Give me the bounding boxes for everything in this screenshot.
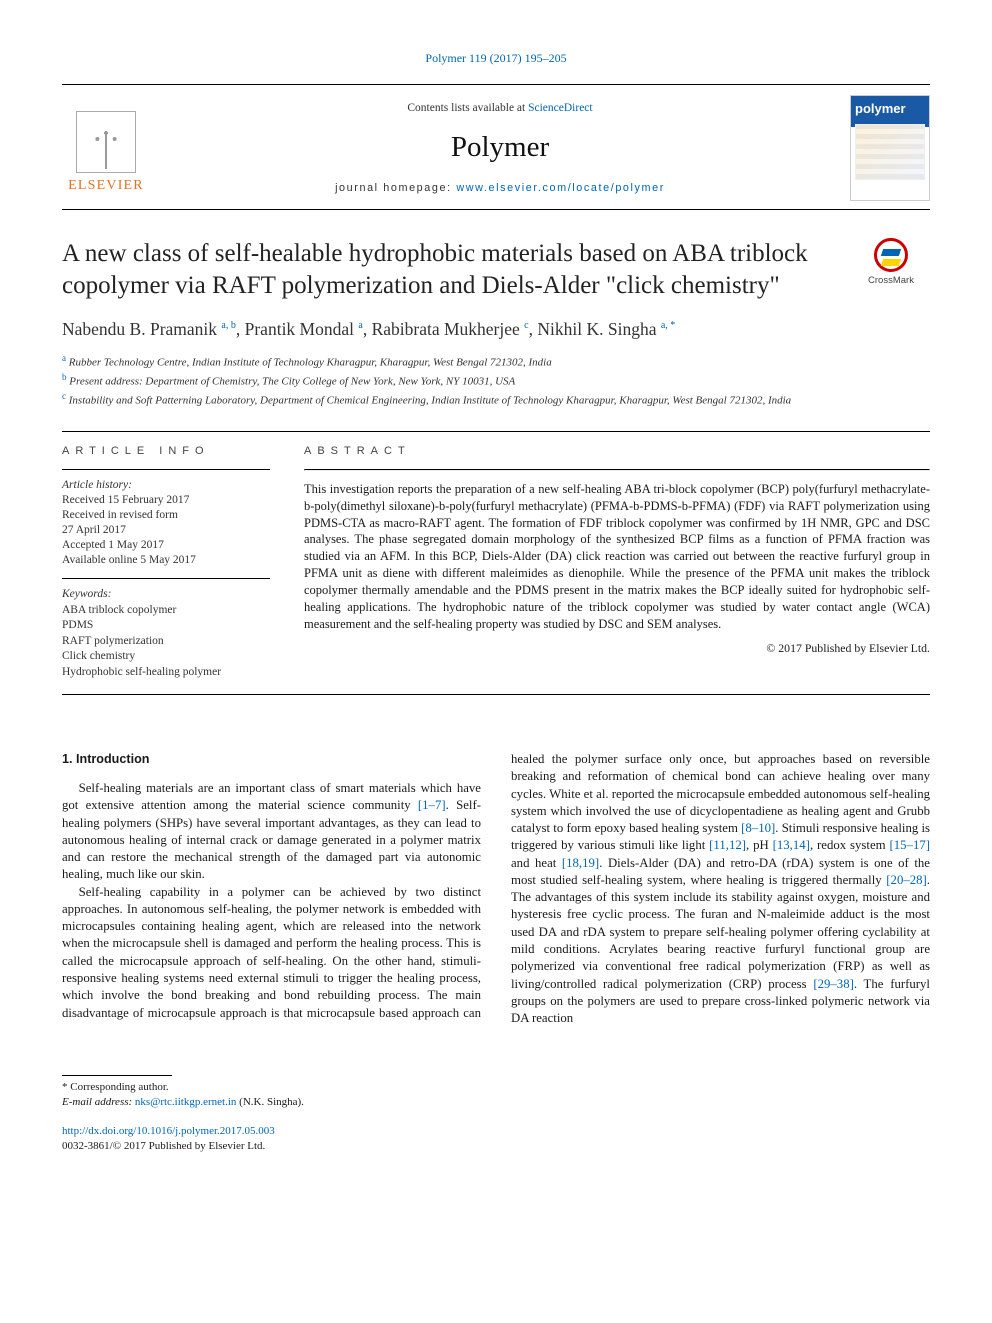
cover-art <box>855 124 925 180</box>
abstract-heading: abstract <box>304 444 930 459</box>
citation-link[interactable]: Polymer 119 (2017) 195–205 <box>425 51 566 65</box>
abstract-copyright: © 2017 Published by Elsevier Ltd. <box>304 641 930 657</box>
history-line: 27 April 2017 <box>62 523 270 538</box>
masthead-center: Contents lists available at ScienceDirec… <box>168 101 832 196</box>
history-line: Received 15 February 2017 <box>62 493 270 508</box>
elsevier-tree-icon <box>76 111 136 173</box>
divider <box>62 694 930 695</box>
author-list: Nabendu B. Pramanik a, b, Prantik Mondal… <box>62 318 930 342</box>
keywords-list: ABA triblock copolymer PDMS RAFT polymer… <box>62 603 270 681</box>
footnote-rule <box>62 1075 172 1076</box>
affiliation: c Instability and Soft Patterning Labora… <box>62 390 930 409</box>
cover-title: polymer <box>855 100 925 118</box>
footnotes: * Corresponding author. E-mail address: … <box>62 1075 930 1110</box>
keyword: PDMS <box>62 618 270 634</box>
citation-link[interactable]: [20–28] <box>886 873 927 887</box>
affiliations: a Rubber Technology Centre, Indian Insti… <box>62 352 930 409</box>
keyword: ABA triblock copolymer <box>62 603 270 619</box>
crossmark-icon <box>874 238 908 272</box>
journal-homepage-line: journal homepage: www.elsevier.com/locat… <box>168 181 832 196</box>
contents-available-line: Contents lists available at ScienceDirec… <box>168 101 832 117</box>
section-heading-introduction: 1. Introduction <box>62 751 481 768</box>
journal-masthead: ELSEVIER Contents lists available at Sci… <box>62 84 930 210</box>
keyword: Hydrophobic self-healing polymer <box>62 665 270 681</box>
abstract-column: abstract This investigation reports the … <box>304 444 930 680</box>
keyword: Click chemistry <box>62 649 270 665</box>
divider <box>304 469 930 471</box>
homepage-prefix: journal homepage: <box>335 182 456 194</box>
divider <box>62 431 930 432</box>
email-person: (N.K. Singha). <box>239 1096 304 1108</box>
citation-link[interactable]: [11,12] <box>709 838 746 852</box>
affiliation: b Present address: Department of Chemist… <box>62 371 930 390</box>
affiliation: a Rubber Technology Centre, Indian Insti… <box>62 352 930 371</box>
history-line: Accepted 1 May 2017 <box>62 538 270 553</box>
keywords-label: Keywords: <box>62 587 270 603</box>
citation-link[interactable]: [18,19] <box>562 856 599 870</box>
article-info-column: article info Article history: Received 1… <box>62 444 270 680</box>
citation-link[interactable]: [29–38] <box>813 977 854 991</box>
citation-link[interactable]: [13,14] <box>773 838 810 852</box>
divider <box>62 469 270 470</box>
crossmark-badge[interactable]: CrossMark <box>852 238 930 288</box>
crossmark-label: CrossMark <box>868 275 914 288</box>
article-info-heading: article info <box>62 444 270 459</box>
corresponding-author-note: * Corresponding author. <box>62 1080 930 1095</box>
corresponding-email-line: E-mail address: nks@rtc.iitkgp.ernet.in … <box>62 1095 930 1110</box>
article-title: A new class of self-healable hydrophobic… <box>62 238 836 302</box>
email-label: E-mail address: <box>62 1096 132 1108</box>
body-paragraph: Self-healing materials are an important … <box>62 780 481 884</box>
citation-link[interactable]: [8–10] <box>741 821 775 835</box>
contents-prefix: Contents lists available at <box>407 102 528 114</box>
sciencedirect-link[interactable]: ScienceDirect <box>528 102 593 114</box>
abstract-text: This investigation reports the preparati… <box>304 481 930 633</box>
journal-cover-thumb: polymer <box>850 95 930 201</box>
history-line: Available online 5 May 2017 <box>62 553 270 568</box>
author: Nikhil K. Singha a, * <box>537 319 675 339</box>
doi-link[interactable]: http://dx.doi.org/10.1016/j.polymer.2017… <box>62 1125 275 1137</box>
author: Prantik Mondal a <box>245 319 363 339</box>
author: Rabibrata Mukherjee c <box>372 319 529 339</box>
issn-copyright-line: 0032-3861/© 2017 Published by Elsevier L… <box>62 1139 930 1154</box>
journal-homepage-link[interactable]: www.elsevier.com/locate/polymer <box>456 182 665 194</box>
elsevier-wordmark: ELSEVIER <box>68 177 144 196</box>
corresponding-email-link[interactable]: nks@rtc.iitkgp.ernet.in <box>135 1096 236 1108</box>
doi-block: http://dx.doi.org/10.1016/j.polymer.2017… <box>62 1124 930 1154</box>
elsevier-logo: ELSEVIER <box>62 100 150 196</box>
article-history: Received 15 February 2017 Received in re… <box>62 493 270 568</box>
history-line: Received in revised form <box>62 508 270 523</box>
divider <box>62 578 270 579</box>
citation-link[interactable]: [1–7] <box>418 798 446 812</box>
author: Nabendu B. Pramanik a, b <box>62 319 236 339</box>
journal-name: Polymer <box>168 128 832 167</box>
history-label: Article history: <box>62 478 270 494</box>
keyword: RAFT polymerization <box>62 634 270 650</box>
citation-link[interactable]: [15–17] <box>889 838 930 852</box>
article-citation: Polymer 119 (2017) 195–205 <box>62 50 930 66</box>
article-body: 1. Introduction Self-healing materials a… <box>62 751 930 1027</box>
